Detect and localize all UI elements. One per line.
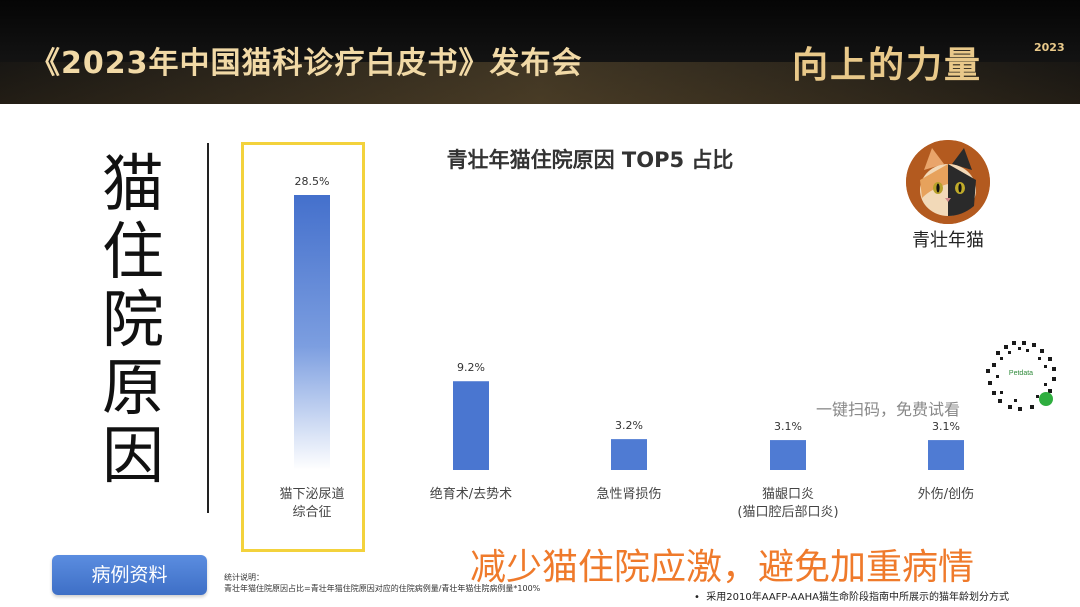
bar-2 — [611, 439, 647, 470]
divider-line — [207, 143, 209, 513]
stats-note-title: 统计说明： — [224, 573, 264, 582]
highlight-frame — [241, 142, 365, 552]
category-label-2-0: 急性肾损伤 — [596, 487, 661, 502]
bar-0 — [294, 195, 330, 470]
stats-note-body: 青壮年猫住院原因占比=青壮年猫住院原因对应的住院病例量/青壮年猫住院病例量*10… — [224, 584, 541, 593]
bar-4 — [928, 440, 964, 470]
category-label-4-0: 外伤/创伤 — [918, 487, 974, 502]
side-title: 猫住院原因 — [101, 147, 164, 492]
category-label-1-0: 绝育术/去势术 — [430, 486, 512, 502]
value-label-0: 28.5% — [295, 175, 330, 188]
cat-face-icon — [906, 140, 990, 224]
qr-code-icon: Petdata — [986, 341, 1056, 411]
banner-header: 《2023年中国猫科诊疗白皮书》发布会 向上的力量 2023 — [0, 0, 1080, 104]
value-label-3: 3.1% — [774, 420, 802, 433]
qr-caption: 一键扫码，免费试看 — [816, 400, 961, 419]
avatar-label: 青壮年猫 — [912, 230, 984, 251]
category-label-3-1: (猫口腔后部口炎) — [737, 505, 838, 520]
banner-sheen — [0, 62, 1080, 104]
brand-slogan: 向上的力量 — [792, 45, 983, 86]
event-title: 《2023年中国猫科诊疗白皮书》发布会 — [30, 46, 583, 81]
bar-1 — [453, 381, 489, 470]
footnote-text: 采用2010年AAFP-AAHA猫生命阶段指南中所展示的猫年龄划分方式 — [706, 592, 1009, 603]
value-label-2: 3.2% — [615, 419, 643, 432]
category-label-3-0: 猫龈口炎 — [762, 487, 814, 502]
qr-logo-text: Petdata — [1009, 370, 1033, 377]
category-label-0-1: 综合征 — [292, 505, 331, 520]
footnote: • 采用2010年AAFP-AAHA猫生命阶段指南中所展示的猫年龄划分方式 — [694, 592, 1009, 603]
category-label-0-0: 猫下泌尿道 — [279, 487, 344, 502]
slogan-text: 减少猫住院应激，避免加重病情 — [470, 547, 975, 588]
cat-avatar — [906, 140, 990, 224]
value-label-4: 3.1% — [932, 420, 960, 433]
case-data-button[interactable]: 病例资料 — [52, 555, 207, 595]
bar-3 — [770, 440, 806, 470]
value-label-1: 9.2% — [457, 361, 485, 374]
chart-title: 青壮年猫住院原因 TOP5 占比 — [446, 148, 734, 172]
qr-code[interactable]: Petdata — [978, 333, 1064, 419]
